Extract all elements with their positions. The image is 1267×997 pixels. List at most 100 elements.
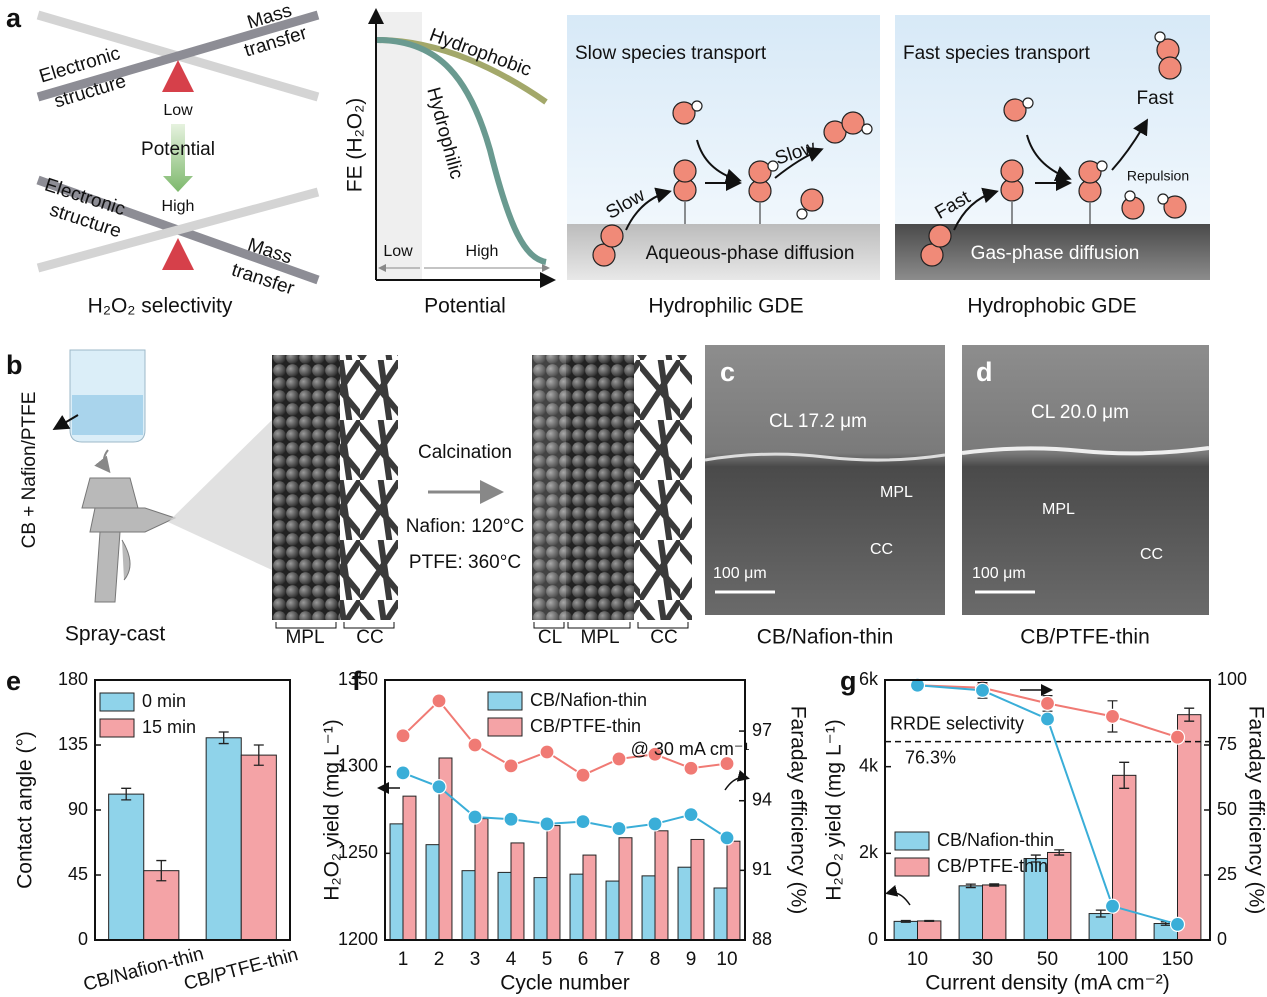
point	[719, 755, 735, 772]
y-tick-label: 180	[58, 669, 88, 689]
region-label: MPL	[880, 484, 913, 501]
y-tick-label: 2k	[859, 842, 879, 862]
error-bar	[218, 731, 229, 745]
point	[431, 693, 447, 709]
low-region	[376, 12, 422, 280]
x-tick-label: 100	[1097, 949, 1129, 970]
molecules	[920, 31, 1187, 267]
layer-label: CC	[650, 627, 677, 648]
panel-a: a Electronic structure Mass transfer Low…	[6, 0, 1210, 318]
mpl-layer	[272, 355, 340, 620]
x-tick-label: 6	[578, 949, 589, 970]
x-tick-label: 2	[434, 949, 445, 970]
region-label: CC	[1140, 546, 1163, 563]
error-bar	[1095, 909, 1106, 918]
cl-layer	[532, 355, 566, 620]
x-label: Potential	[424, 295, 506, 318]
layer-label: MPL	[285, 627, 324, 648]
panel-d: d CL 20.0 μm MPL CC 100 μm CB/PTFE-thin	[961, 345, 1210, 649]
layer-label: Aqueous-phase diffusion	[646, 243, 855, 264]
x-tick-label: 4	[506, 949, 517, 970]
spray-gun	[81, 477, 177, 603]
point	[503, 758, 519, 774]
y-tick-label: 0	[78, 929, 88, 949]
low-label: Low	[163, 102, 193, 119]
bar	[497, 871, 512, 941]
x-tick-label: 5	[542, 949, 553, 970]
legend-swatch	[99, 718, 135, 738]
point	[539, 744, 555, 760]
cc-layer	[340, 355, 398, 620]
annotation: @ 30 mA cm⁻¹	[631, 739, 750, 759]
x-tick-label: 50	[1037, 949, 1058, 970]
y2-tick-label: 0	[1217, 929, 1227, 949]
point	[575, 814, 591, 830]
x-tick-label: 1	[398, 949, 409, 970]
beam	[36, 187, 320, 273]
bar	[677, 866, 692, 941]
region-label: High	[466, 243, 499, 260]
legend-label: 0 min	[142, 691, 186, 711]
caption: CB/PTFE-thin	[1020, 626, 1150, 649]
line	[402, 771, 728, 839]
point	[719, 830, 735, 846]
legend-label: CB/PTFE-thin	[530, 716, 641, 736]
point	[683, 807, 699, 823]
x-tick-label: 9	[686, 949, 697, 970]
curve-label: Hydrophilic	[422, 85, 467, 181]
legend-swatch	[894, 831, 930, 851]
plot-frame	[94, 679, 291, 941]
x-tick-label: 3	[470, 949, 481, 970]
error-bar	[965, 883, 976, 889]
caption: H₂O₂ selectivity	[88, 295, 233, 318]
layer-label: MPL	[580, 627, 619, 648]
bar	[461, 870, 476, 941]
layer-label: Gas-phase diffusion	[971, 243, 1140, 264]
legend-swatch	[894, 857, 930, 877]
sem-image	[705, 345, 945, 615]
bar	[474, 818, 489, 941]
y2-tick-label: 91	[752, 859, 772, 879]
legend-swatch	[487, 717, 523, 737]
bar	[690, 838, 705, 941]
y-tick-label: 1250	[338, 842, 378, 862]
y-tick-label: 0	[868, 929, 878, 949]
y2-tick-label: 88	[752, 929, 772, 949]
point	[683, 760, 699, 776]
y2-axis-title: Faraday efficiency (%)	[786, 706, 809, 915]
x-tick-label: 7	[614, 949, 625, 970]
bar	[982, 884, 1007, 941]
bar	[546, 825, 561, 941]
bar	[641, 875, 656, 941]
box-title: Fast species transport	[903, 43, 1091, 64]
point	[467, 737, 483, 753]
arrow-label: Fast	[1137, 88, 1175, 109]
panel-label: f	[352, 666, 362, 696]
step-label: Calcination	[418, 442, 512, 463]
y-axis-title: Contact angle (°)	[14, 731, 37, 889]
reference-label: RRDE selectivity	[890, 713, 1024, 733]
scale-label: 100 μm	[713, 565, 767, 582]
y2-tick-label: 50	[1217, 799, 1237, 819]
fulcrum	[162, 60, 194, 92]
potential-label: Potential	[141, 139, 215, 160]
bar	[958, 885, 983, 941]
y-label: FE (H₂O₂)	[344, 98, 367, 192]
y-tick-label: 1200	[338, 929, 378, 949]
legend-label: CB/PTFE-thin	[937, 856, 1048, 876]
legend-swatch	[487, 691, 523, 711]
ink-label: CB + Nafion/PTFE	[19, 392, 40, 549]
point	[503, 811, 519, 827]
thickness-label: CL 17.2 μm	[769, 411, 867, 432]
panel-label: b	[6, 350, 23, 380]
layer-label: CC	[356, 627, 383, 648]
x-tick-label: 150	[1162, 949, 1194, 970]
point	[467, 809, 483, 825]
panel-label: c	[720, 357, 735, 387]
thickness-label: CL 20.0 μm	[1031, 402, 1129, 423]
arrow	[94, 449, 111, 474]
panel-label: d	[976, 357, 993, 387]
beam	[36, 10, 320, 102]
y2-tick-label: 97	[752, 720, 772, 740]
